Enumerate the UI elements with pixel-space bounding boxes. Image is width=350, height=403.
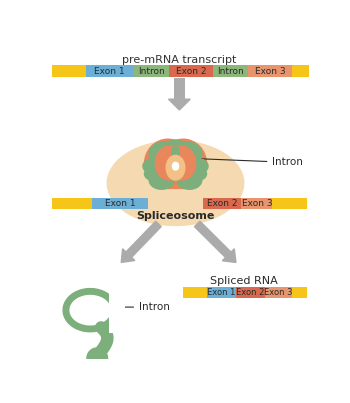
Ellipse shape	[145, 168, 160, 180]
Ellipse shape	[159, 155, 193, 189]
Polygon shape	[222, 249, 236, 262]
Ellipse shape	[149, 171, 174, 189]
Ellipse shape	[143, 158, 164, 174]
Bar	[86, 65, 133, 77]
Bar	[213, 65, 248, 77]
Bar	[92, 198, 148, 208]
Text: Intron: Intron	[138, 66, 164, 76]
Ellipse shape	[107, 141, 244, 225]
Polygon shape	[63, 289, 117, 332]
Text: Spliced RNA: Spliced RNA	[210, 276, 278, 285]
Bar	[51, 65, 86, 77]
Bar	[265, 287, 292, 298]
Text: Intron: Intron	[195, 157, 303, 167]
Ellipse shape	[168, 140, 183, 152]
Polygon shape	[169, 99, 190, 110]
Ellipse shape	[145, 139, 191, 189]
Ellipse shape	[172, 146, 179, 158]
Text: Exon 1: Exon 1	[105, 199, 135, 208]
Text: Exon 3: Exon 3	[241, 199, 272, 208]
Ellipse shape	[155, 146, 183, 180]
Bar	[248, 65, 292, 77]
Bar	[183, 287, 206, 298]
Bar	[241, 198, 272, 208]
Bar	[109, 287, 125, 333]
Text: Intron: Intron	[217, 66, 244, 76]
Bar	[272, 198, 307, 208]
Ellipse shape	[168, 146, 196, 180]
Ellipse shape	[177, 171, 202, 189]
Ellipse shape	[168, 141, 202, 166]
Polygon shape	[70, 295, 110, 325]
Bar	[51, 198, 92, 208]
Ellipse shape	[149, 141, 183, 166]
Ellipse shape	[186, 158, 208, 174]
Text: pre-mRNA transcript: pre-mRNA transcript	[122, 54, 237, 64]
Text: Spliceosome: Spliceosome	[136, 211, 215, 221]
Text: Exon 3: Exon 3	[255, 66, 285, 76]
Text: Exon 1: Exon 1	[94, 66, 125, 76]
Polygon shape	[121, 249, 135, 262]
Bar	[174, 78, 185, 99]
Text: Exon 2: Exon 2	[236, 288, 265, 297]
Ellipse shape	[173, 162, 179, 170]
Bar	[292, 65, 309, 77]
Text: Exon 1: Exon 1	[207, 288, 236, 297]
Ellipse shape	[166, 156, 185, 180]
Bar	[203, 198, 241, 208]
Bar	[236, 287, 265, 298]
Ellipse shape	[191, 168, 206, 180]
Polygon shape	[126, 221, 161, 257]
Bar	[133, 65, 169, 77]
Text: Exon 2: Exon 2	[207, 199, 237, 208]
Text: Exon 2: Exon 2	[176, 66, 206, 76]
Bar	[206, 287, 236, 298]
Polygon shape	[195, 221, 231, 258]
Ellipse shape	[160, 139, 206, 189]
Bar	[169, 65, 213, 77]
Bar	[292, 287, 307, 298]
Text: Exon 3: Exon 3	[264, 288, 293, 297]
Text: Intron: Intron	[115, 302, 170, 312]
